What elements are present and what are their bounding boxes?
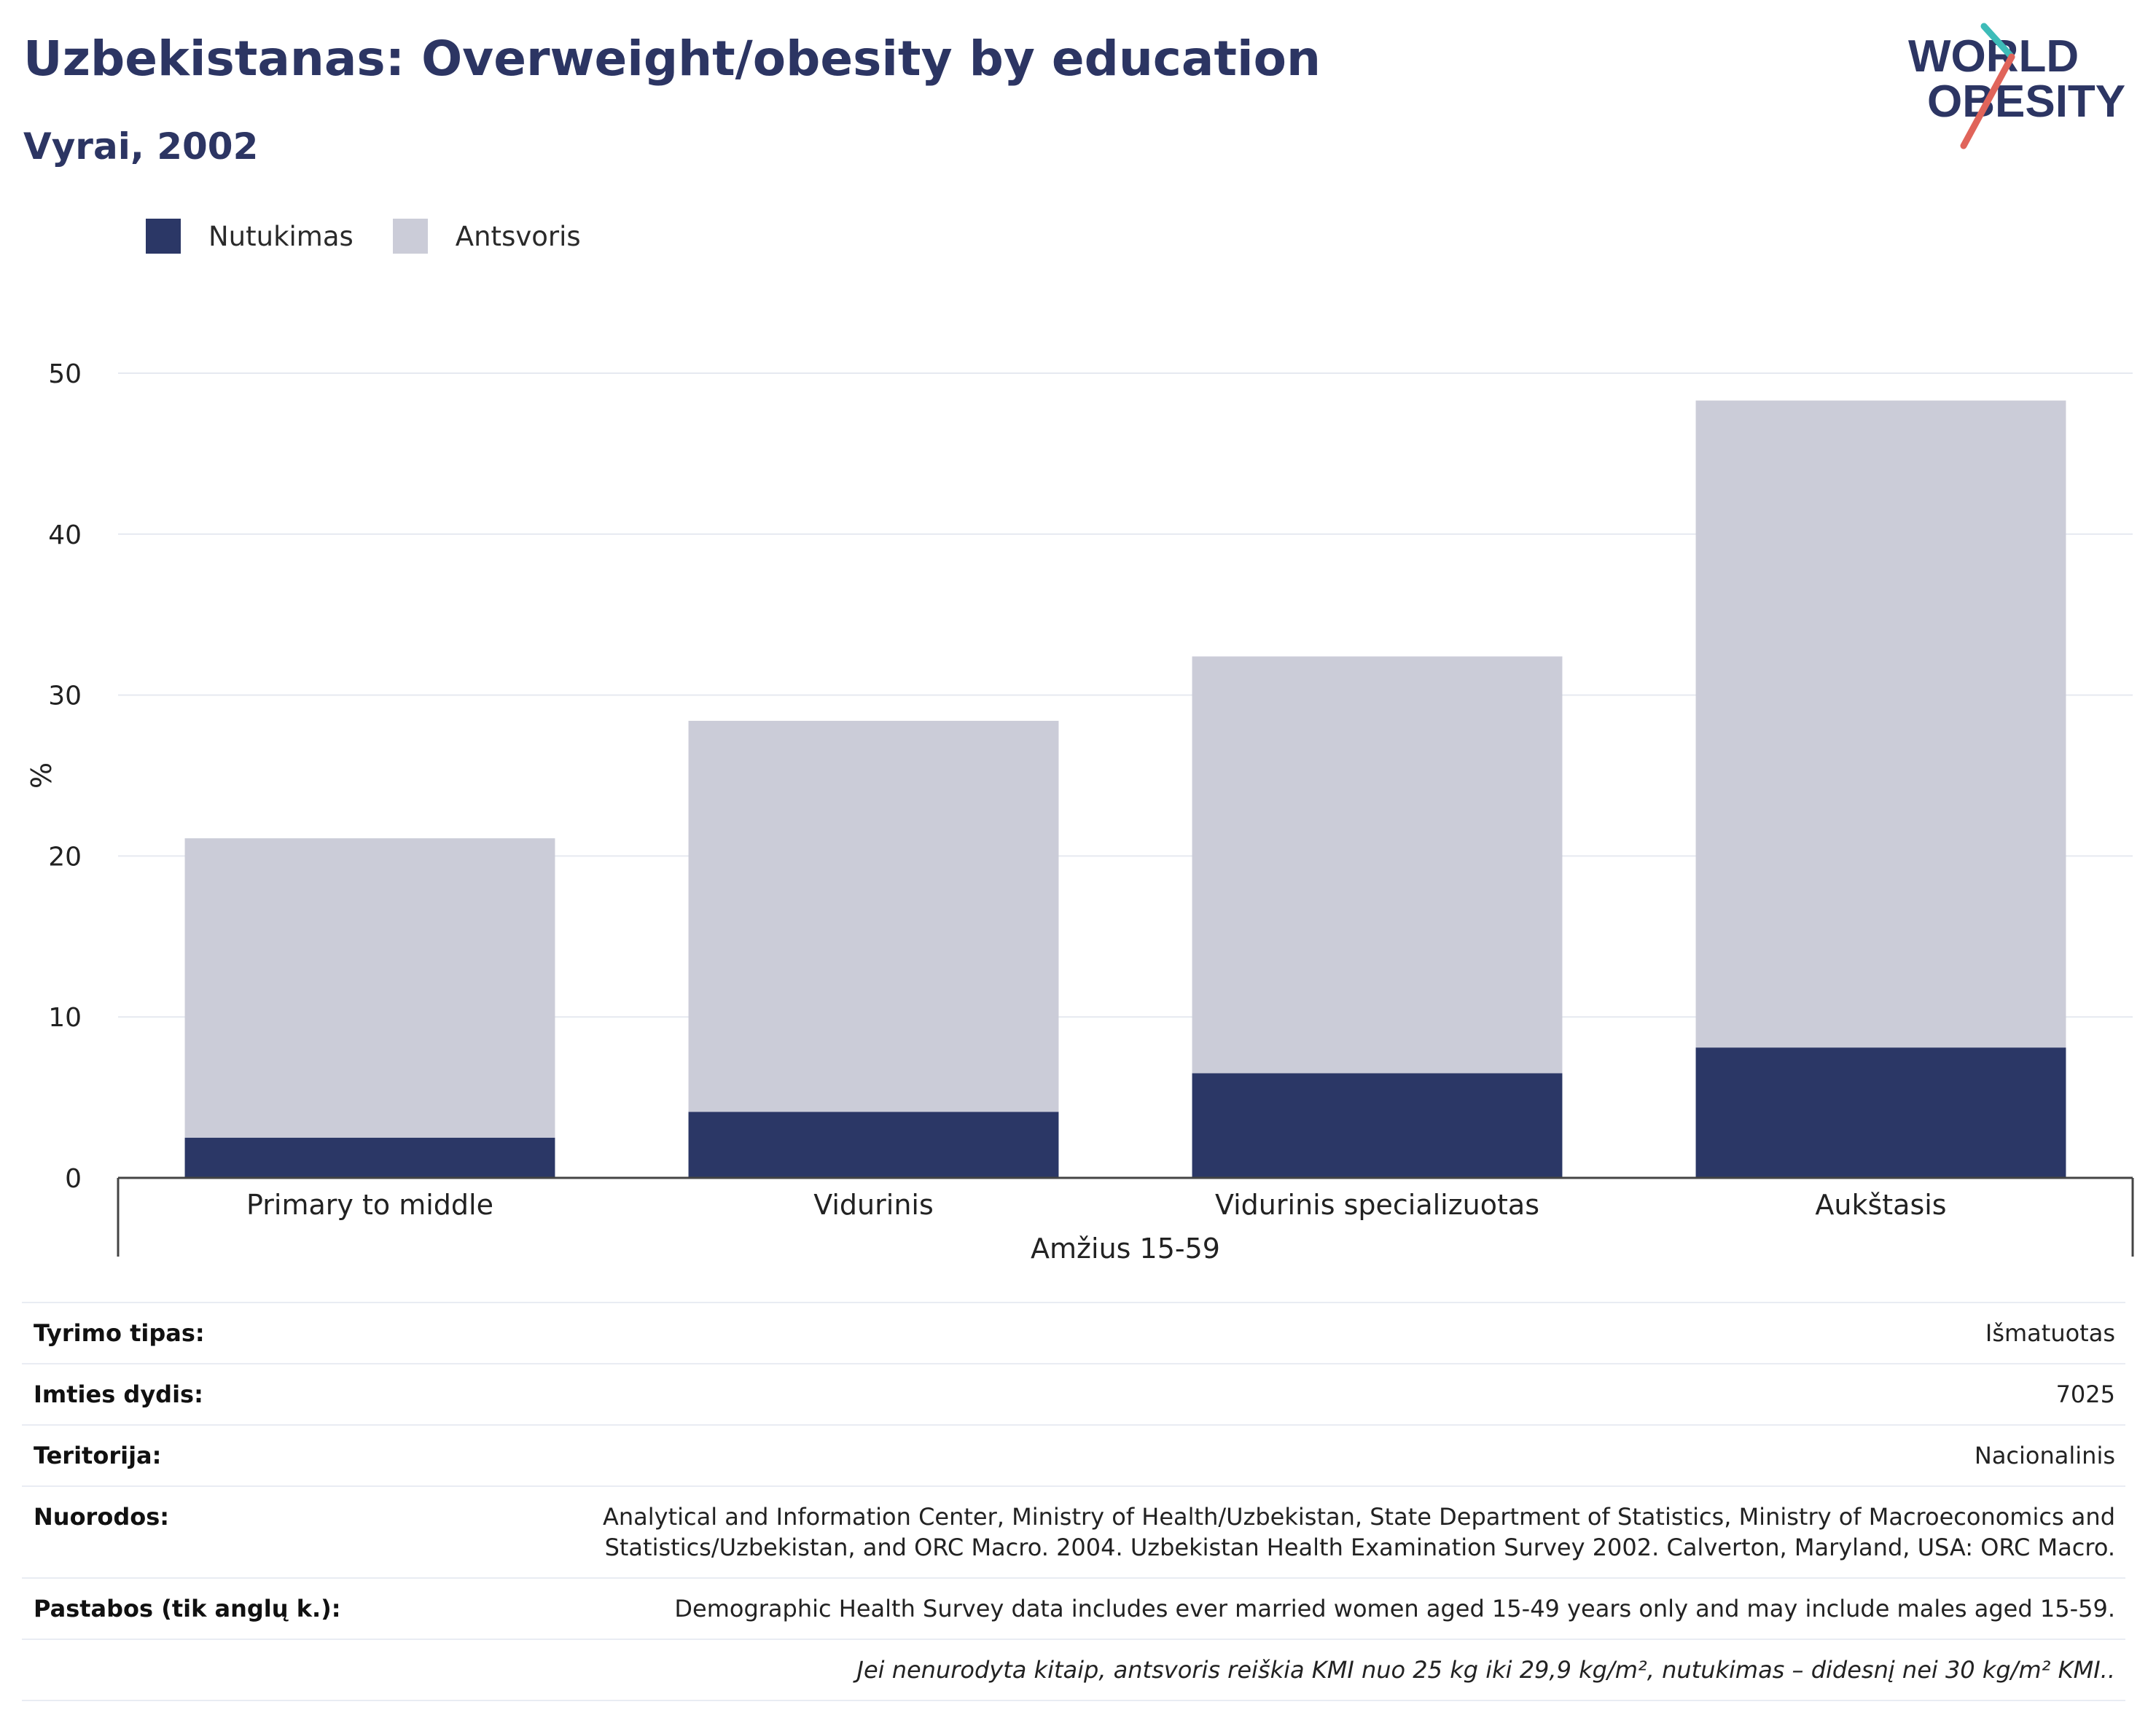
bar-overweight <box>1695 400 2066 1048</box>
info-value: Išmatuotas <box>1985 1319 2115 1347</box>
info-value: Demographic Health Survey data includes … <box>674 1595 2115 1622</box>
info-label: Teritorija: <box>34 1442 162 1469</box>
legend-swatch-overweight <box>392 219 428 254</box>
x-tick-label: Primary to middle <box>246 1189 493 1221</box>
logo-slash-red <box>1960 53 2015 149</box>
legend-label-obesity: Nutukimas <box>208 220 354 252</box>
bar-overweight <box>688 720 1059 1112</box>
y-axis-label: % <box>26 762 58 789</box>
info-row-sample-size: Imties dydis: 7025 <box>22 1363 2125 1424</box>
info-row-definition-note: Jei nenurodyta kitaip, antsvoris reiškia… <box>22 1639 2125 1701</box>
info-label: Imties dydis: <box>34 1380 203 1408</box>
legend-label-overweight: Antsvoris <box>455 220 581 252</box>
chart-title: Uzbekistanas: Overweight/obesity by educ… <box>23 31 1321 87</box>
y-tick-label: 10 <box>48 1003 82 1033</box>
definition-note: Jei nenurodyta kitaip, antsvoris reiškia… <box>856 1656 2116 1684</box>
y-tick-label: 20 <box>48 842 82 872</box>
world-obesity-logo: WORLD OBESITY <box>1908 23 2125 149</box>
logo-slash-teal <box>1980 23 2015 60</box>
bar-overweight <box>1192 656 1563 1074</box>
info-value: Analytical and Information Center, Minis… <box>602 1503 2115 1561</box>
legend-item-obesity[interactable]: Nutukimas <box>146 219 354 254</box>
info-value: Nacionalinis <box>1974 1442 2115 1469</box>
x-tick-label: Vidurinis <box>813 1189 934 1221</box>
y-tick-label: 50 <box>48 359 82 389</box>
info-label: Nuorodos: <box>34 1503 170 1531</box>
x-tick-label: Vidurinis specializuotas <box>1215 1189 1539 1221</box>
x-axis-label: Amžius 15-59 <box>1031 1233 1220 1265</box>
info-value: 7025 <box>2055 1380 2115 1408</box>
chart-legend: Nutukimas Antsvoris <box>146 216 620 257</box>
bar-obesity <box>688 1112 1059 1178</box>
bar-chart: 0 10 20 30 40 50% Primary to middle Vidurinis Vi… <box>26 359 2134 1265</box>
info-label: Pastabos (tik anglų k.): <box>34 1595 341 1622</box>
info-table: Tyrimo tipas: Išmatuotas Imties dydis: 7… <box>22 1302 2125 1701</box>
legend-item-overweight[interactable]: Antsvoris <box>392 219 581 254</box>
chart-subtitle: Vyrai, 2002 <box>23 125 259 168</box>
bar-obesity <box>1695 1047 2066 1178</box>
info-row-survey-type: Tyrimo tipas: Išmatuotas <box>22 1302 2125 1363</box>
bar-obesity <box>184 1137 555 1178</box>
info-row-territory: Teritorija: Nacionalinis <box>22 1424 2125 1485</box>
bar-obesity <box>1192 1073 1563 1178</box>
logo-word-obesity: OBESITY <box>1927 77 2125 127</box>
info-label: Tyrimo tipas: <box>34 1319 205 1347</box>
info-row-notes: Pastabos (tik anglų k.): Demographic Hea… <box>22 1577 2125 1639</box>
x-tick-label: Aukštasis <box>1815 1189 1946 1221</box>
info-row-references: Nuorodos: Analytical and Information Cen… <box>22 1485 2125 1577</box>
y-tick-label: 40 <box>48 520 82 550</box>
y-tick-label: 30 <box>48 682 82 711</box>
legend-swatch-obesity <box>146 219 181 254</box>
bar-overweight <box>184 838 555 1138</box>
y-tick-label: 0 <box>65 1164 82 1194</box>
